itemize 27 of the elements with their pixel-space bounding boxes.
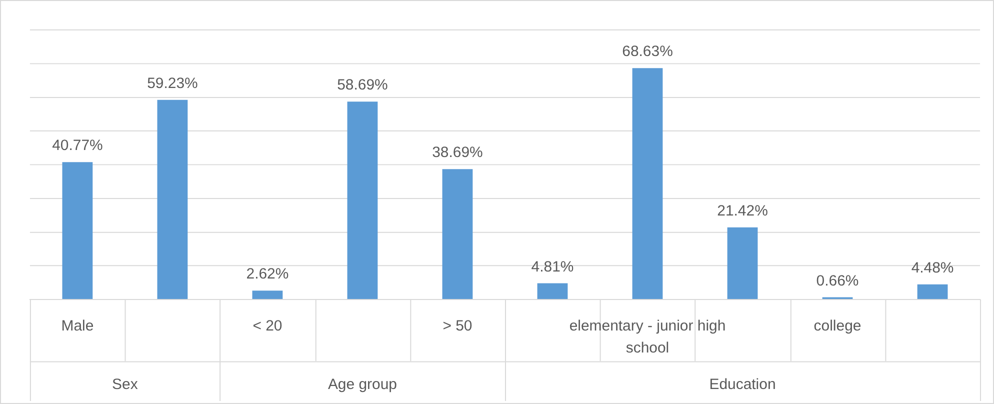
bar [442,169,473,300]
data-label: 4.81% [531,258,574,276]
text: Age group [328,376,397,394]
data-label: 2.62% [246,266,289,283]
bar [252,290,283,300]
data-label: 58.69% [337,76,388,94]
x-tick-label: > 50 [442,317,472,334]
text: Education [709,376,776,394]
data-label: 38.69% [432,144,483,162]
x-tick-label: college [814,317,862,334]
x-tick-label: elementary - junior high school [569,317,726,356]
bar [632,68,663,300]
bar [917,284,948,300]
data-label: 59.23% [147,74,198,92]
bar [62,162,93,300]
bar [727,227,758,300]
data-label: 40.77% [52,137,103,154]
x-tick-label: < 20 [252,317,282,334]
text: Sex [112,376,138,394]
bar [347,102,378,300]
bar [537,283,568,300]
data-label: 21.42% [717,202,768,220]
x-tick-label: Male [61,317,94,334]
data-label: 0.66% [816,272,859,290]
data-label: 4.48% [911,259,954,276]
data-label: 68.63% [622,43,673,60]
bar [157,100,188,300]
